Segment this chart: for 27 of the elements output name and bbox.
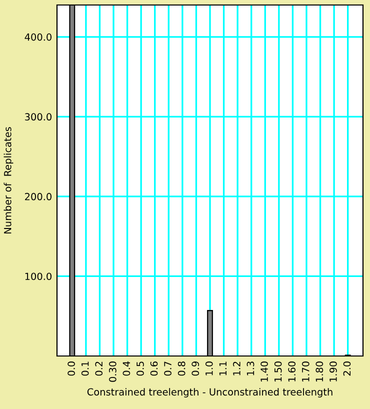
x-tick-label: 1.40 (260, 362, 268, 382)
x-tick-label: 1.2 (233, 362, 240, 376)
x-tick-label: 0.9 (192, 362, 200, 376)
x-tick-label: 0.4 (122, 361, 130, 376)
x-tick-label: 1.50 (274, 362, 282, 382)
x-axis-title: Constrained treelength - Unconstrained treelength (87, 388, 332, 398)
x-tick-label: 0.6 (150, 361, 158, 376)
x-tick-label: 0.8 (178, 362, 186, 376)
y-tick-label: 400.0 (24, 33, 52, 41)
x-tick-label: 0.1 (81, 362, 89, 376)
y-axis-title: Number of Replicates (4, 127, 14, 234)
x-tick-label: 1.90 (330, 362, 337, 382)
x-tick-label: 0.0 (68, 362, 75, 376)
x-tick-label: 0.7 (164, 362, 172, 376)
y-tick-label: 200.0 (25, 192, 52, 200)
y-tick-label: 300.0 (25, 113, 52, 121)
x-tick-label: 2.0 (343, 362, 351, 376)
x-tick-label: 1.3 (246, 362, 254, 376)
x-tick-label: 1.80 (316, 362, 324, 382)
x-tick-label: 1.60 (288, 362, 296, 382)
x-tick-label: 1.1 (219, 362, 226, 376)
x-tick-label: 1.70 (302, 362, 310, 382)
x-tick-label: 0.2 (95, 362, 103, 376)
x-tick-label: 0.5 (136, 362, 144, 376)
x-tick-label: 1.0 (205, 362, 213, 376)
y-tick-label: 100.0 (25, 272, 52, 280)
x-tick-label: 0.30 (108, 362, 116, 382)
